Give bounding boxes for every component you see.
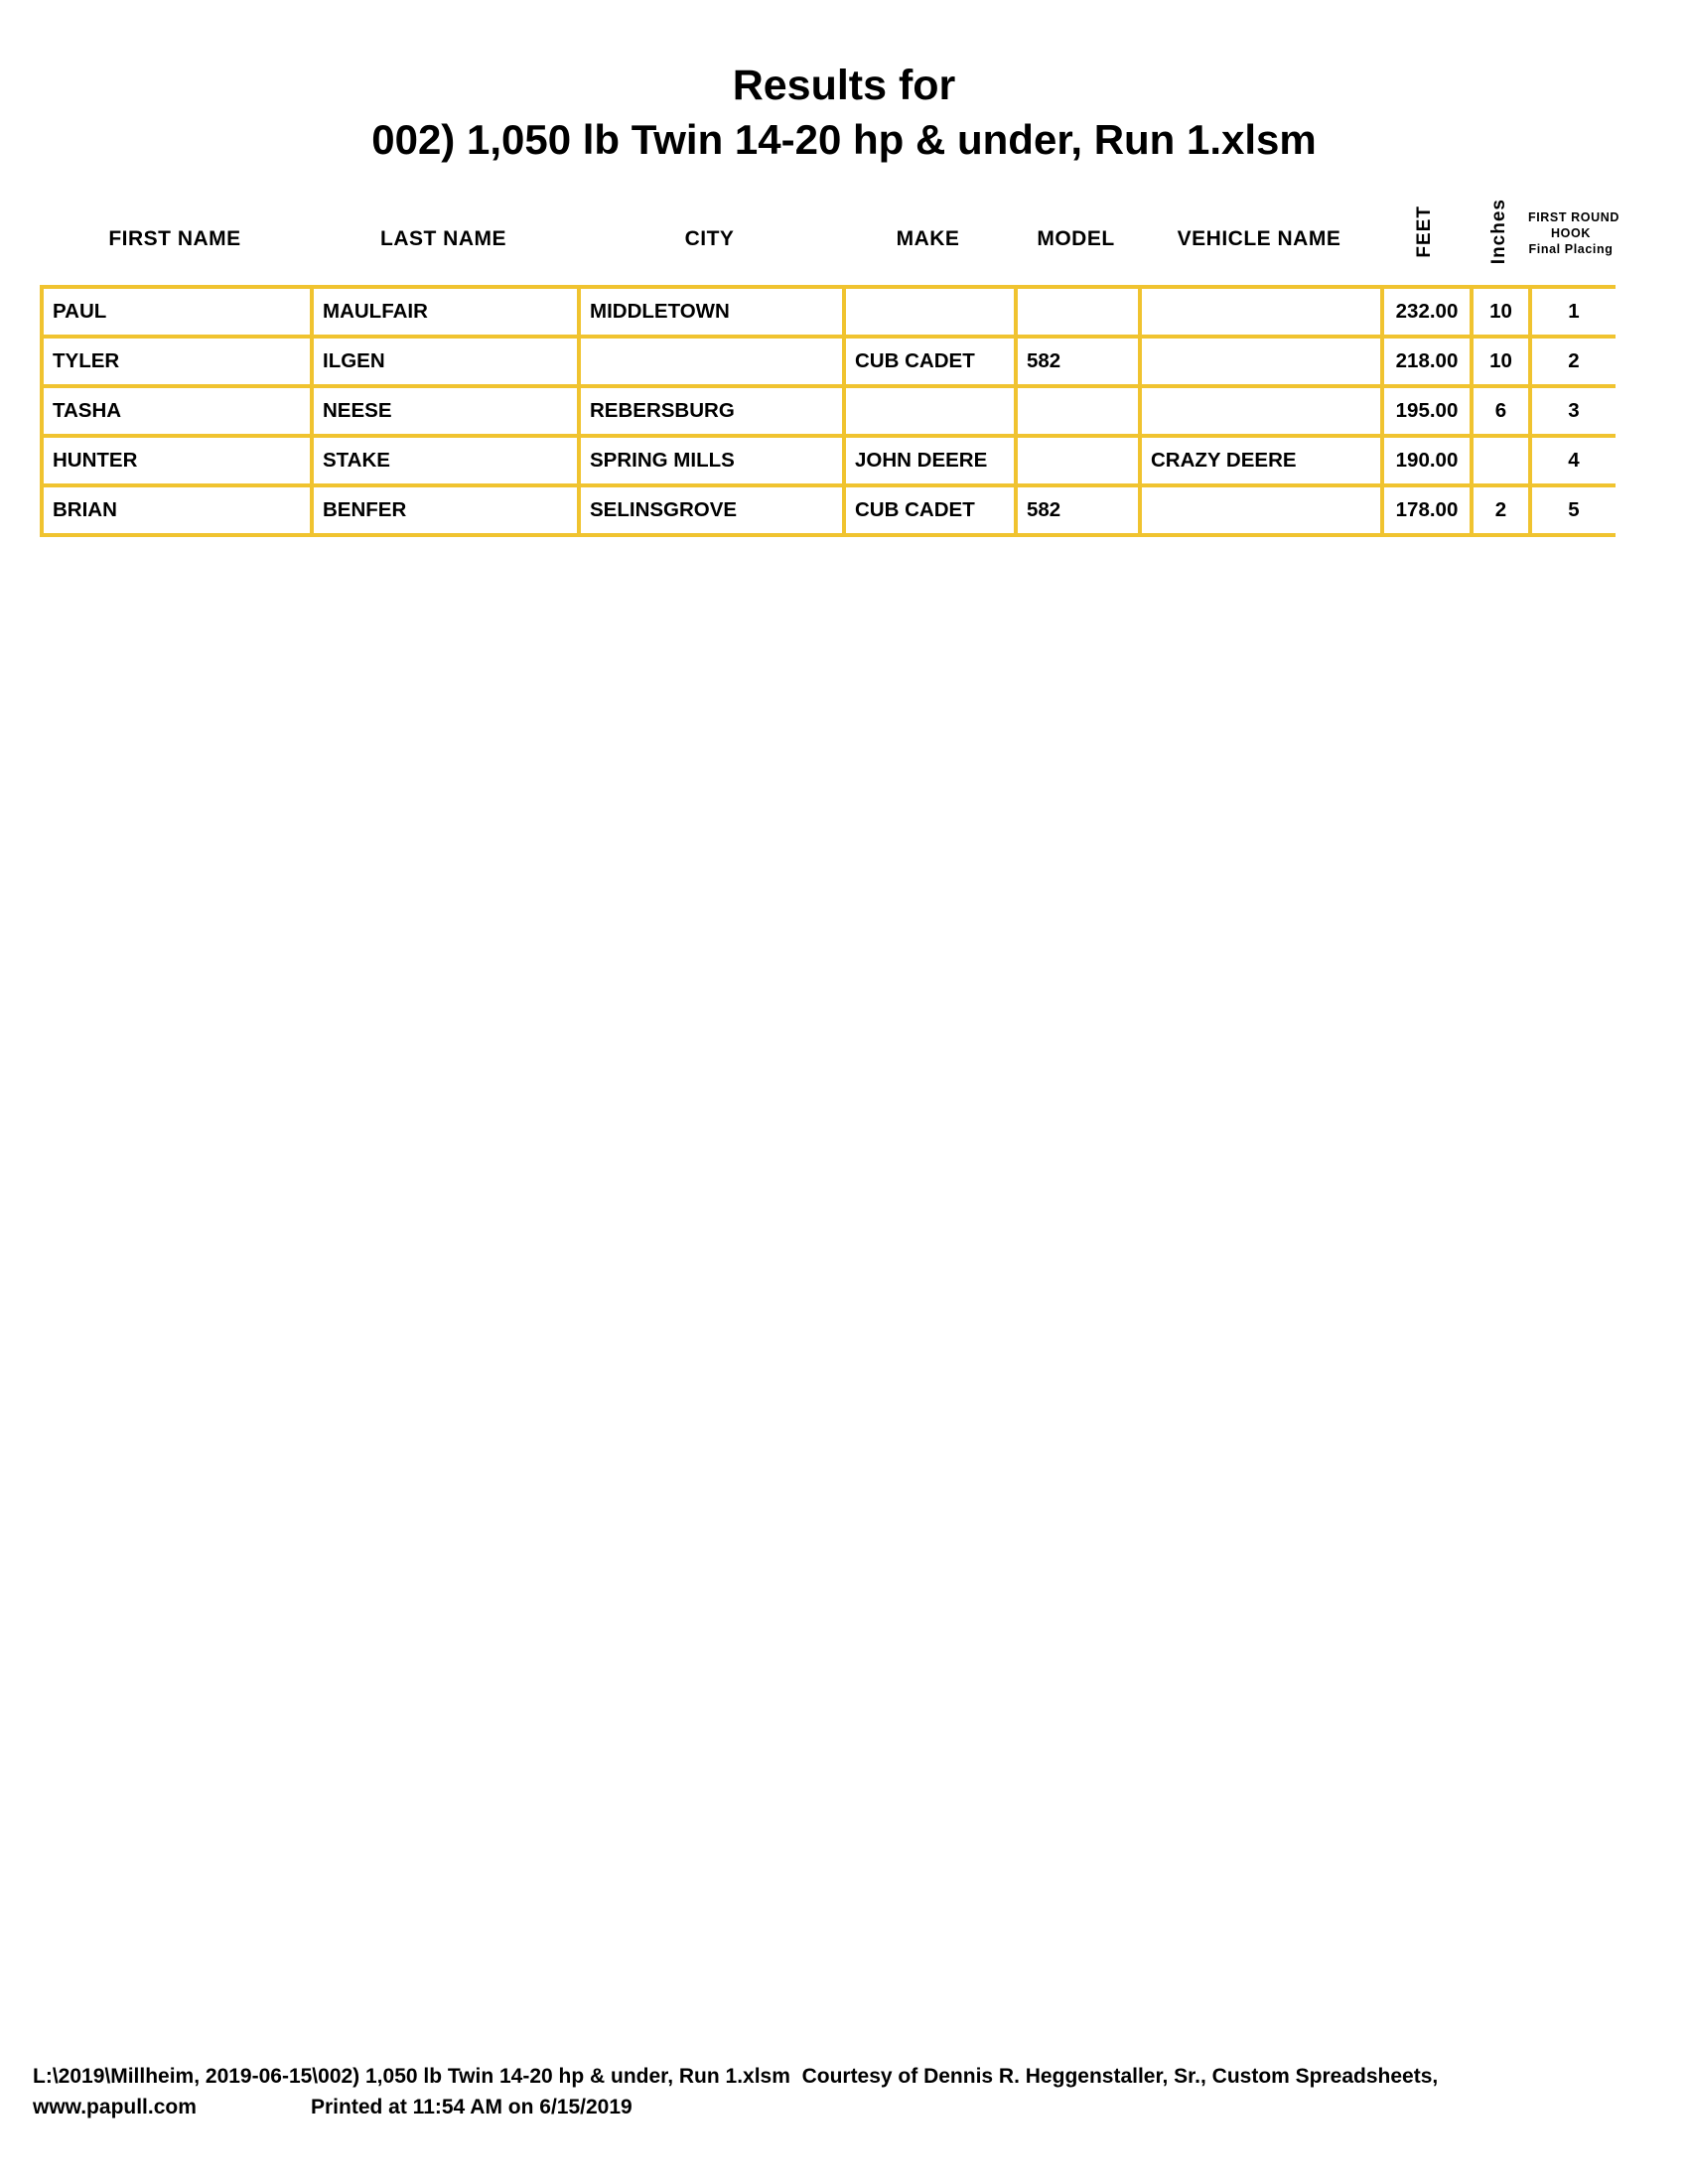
footer-line2: www.papull.com Printed at 11:54 AM on 6/… xyxy=(33,2092,1671,2122)
column-header-last-name: LAST NAME xyxy=(380,227,506,250)
cell-city: SPRING MILLS xyxy=(577,434,846,487)
cell-first-name: TASHA xyxy=(40,384,314,438)
footer-printed-timestamp: Printed at 11:54 AM on 6/15/2019 xyxy=(311,2096,633,2118)
cell-make: CUB CADET xyxy=(842,335,1018,388)
page-subtitle: 002) 1,050 lb Twin 14-20 hp & under, Run… xyxy=(371,116,1317,163)
cell-model: 582 xyxy=(1014,483,1142,537)
cell-feet: 218.00 xyxy=(1380,335,1474,388)
column-header-make: MAKE xyxy=(896,227,960,250)
cell-inches: 10 xyxy=(1470,285,1532,339)
table-row: HUNTER STAKE SPRING MILLS JOHN DEERE CRA… xyxy=(40,434,1616,487)
cell-make xyxy=(842,384,1018,438)
results-table-region: FIRST NAME LAST NAME CITY MAKE MODEL VEH… xyxy=(40,195,1620,537)
cell-model xyxy=(1014,285,1142,339)
column-header-feet: FEET xyxy=(1414,205,1435,258)
cell-inches: 2 xyxy=(1470,483,1532,537)
cell-last-name: STAKE xyxy=(310,434,581,487)
cell-feet: 178.00 xyxy=(1380,483,1474,537)
table-row: TASHA NEESE REBERSBURG 195.00 6 3 xyxy=(40,384,1616,438)
cell-make: CUB CADET xyxy=(842,483,1018,537)
column-header-city: CITY xyxy=(684,227,735,250)
footer-file-path: L:\2019\Millheim, 2019-06-15\002) 1,050 … xyxy=(33,2065,1439,2088)
cell-city: SELINSGROVE xyxy=(577,483,846,537)
cell-vehicle-name xyxy=(1138,335,1384,388)
column-header-inches: Inches xyxy=(1487,199,1509,265)
cell-feet: 232.00 xyxy=(1380,285,1474,339)
table-row: BRIAN BENFER SELINSGROVE CUB CADET 582 1… xyxy=(40,483,1616,537)
cell-vehicle-name xyxy=(1138,483,1384,537)
cell-placing: 2 xyxy=(1528,335,1616,388)
results-table: PAUL MAULFAIR MIDDLETOWN 232.00 10 1 TYL… xyxy=(40,285,1616,537)
cell-vehicle-name xyxy=(1138,384,1384,438)
column-header-vehicle-name: VEHICLE NAME xyxy=(1177,227,1341,250)
hook-header-line3: Final Placing xyxy=(1528,241,1614,256)
cell-feet: 190.00 xyxy=(1380,434,1474,487)
cell-first-name: BRIAN xyxy=(40,483,314,537)
cell-last-name: ILGEN xyxy=(310,335,581,388)
cell-inches: 10 xyxy=(1470,335,1532,388)
hook-header-line1: FIRST ROUND xyxy=(1528,209,1620,224)
cell-make: JOHN DEERE xyxy=(842,434,1018,487)
cell-city xyxy=(577,335,846,388)
column-header-first-name: FIRST NAME xyxy=(108,227,241,250)
table-row: PAUL MAULFAIR MIDDLETOWN 232.00 10 1 xyxy=(40,285,1616,339)
hook-header-line2: HOOK xyxy=(1551,225,1591,240)
cell-placing: 5 xyxy=(1528,483,1616,537)
page-title: Results for xyxy=(732,62,956,109)
footer-website: www.papull.com xyxy=(33,2096,197,2118)
cell-feet: 195.00 xyxy=(1380,384,1474,438)
cell-inches xyxy=(1470,434,1532,487)
cell-model xyxy=(1014,434,1142,487)
cell-last-name: BENFER xyxy=(310,483,581,537)
table-row: TYLER ILGEN CUB CADET 582 218.00 10 2 xyxy=(40,335,1616,388)
page-footer: L:\2019\Millheim, 2019-06-15\002) 1,050 … xyxy=(33,2061,1671,2122)
cell-placing: 3 xyxy=(1528,384,1616,438)
cell-vehicle-name xyxy=(1138,285,1384,339)
cell-model xyxy=(1014,384,1142,438)
cell-city: REBERSBURG xyxy=(577,384,846,438)
cell-last-name: MAULFAIR xyxy=(310,285,581,339)
column-header-first-round-hook: FIRST ROUND HOOK Final Placing xyxy=(1528,209,1620,257)
cell-city: MIDDLETOWN xyxy=(577,285,846,339)
cell-first-name: TYLER xyxy=(40,335,314,388)
cell-first-name: HUNTER xyxy=(40,434,314,487)
title-block: Results for 002) 1,050 lb Twin 14-20 hp … xyxy=(0,60,1688,169)
cell-inches: 6 xyxy=(1470,384,1532,438)
cell-first-name: PAUL xyxy=(40,285,314,339)
cell-make xyxy=(842,285,1018,339)
column-header-row: FIRST NAME LAST NAME CITY MAKE MODEL VEH… xyxy=(40,195,1620,285)
column-header-model: MODEL xyxy=(1037,227,1115,250)
cell-model: 582 xyxy=(1014,335,1142,388)
cell-placing: 4 xyxy=(1528,434,1616,487)
cell-placing: 1 xyxy=(1528,285,1616,339)
cell-vehicle-name: CRAZY DEERE xyxy=(1138,434,1384,487)
cell-last-name: NEESE xyxy=(310,384,581,438)
